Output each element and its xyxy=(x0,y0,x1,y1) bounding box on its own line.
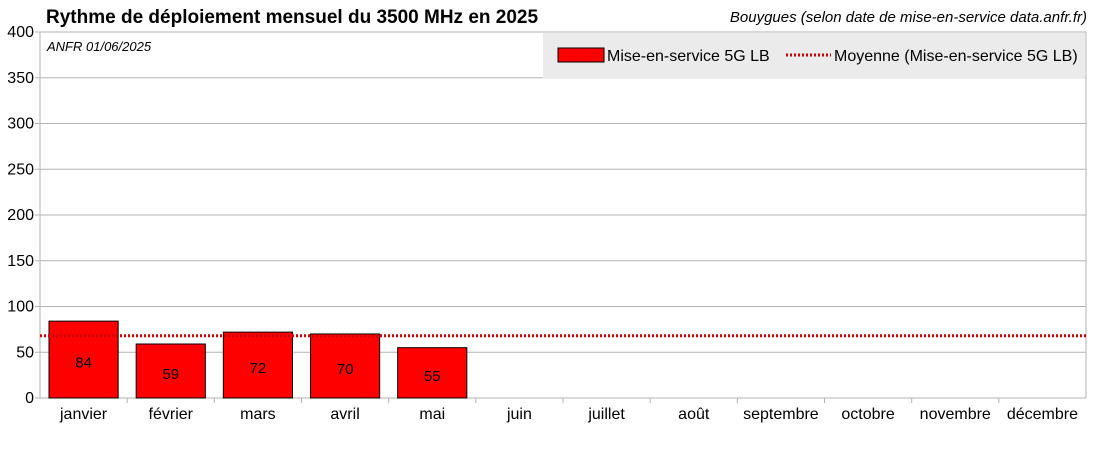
x-tick-label: février xyxy=(149,406,194,423)
y-tick-label: 100 xyxy=(7,299,34,316)
legend-swatch-bars xyxy=(557,47,605,63)
chart-title: Rythme de déploiement mensuel du 3500 MH… xyxy=(46,7,539,28)
bar-avril xyxy=(310,333,381,399)
y-tick-label: 200 xyxy=(7,207,34,224)
x-tick-label: mars xyxy=(240,406,276,423)
bar-value-label: 72 xyxy=(250,360,267,377)
x-tick-label: juillet xyxy=(587,406,625,423)
x-tick-label: avril xyxy=(330,406,359,423)
x-tick-label: mai xyxy=(419,406,445,423)
x-tick-label: janvier xyxy=(59,406,108,423)
legend-label-series: Mise-en-service 5G LB xyxy=(607,48,770,65)
bar-value-label: 70 xyxy=(337,361,354,378)
y-tick-label: 0 xyxy=(25,390,34,407)
x-tick-label: octobre xyxy=(841,406,894,423)
x-tick-label: septembre xyxy=(743,406,819,423)
y-tick-label: 250 xyxy=(7,161,34,178)
y-tick-label: 350 xyxy=(7,70,34,87)
bar-janvier xyxy=(48,320,119,399)
bar-value-label: 59 xyxy=(162,366,179,383)
x-tick-label: août xyxy=(678,406,710,423)
x-tick-label: juin xyxy=(506,406,532,423)
y-tick-label: 150 xyxy=(7,253,34,270)
x-tick-label: décembre xyxy=(1007,406,1078,423)
y-tick-label: 400 xyxy=(7,24,34,41)
y-tick-label: 50 xyxy=(16,344,34,361)
bar-value-label: 55 xyxy=(424,368,441,385)
chart-annotation: ANFR 01/06/2025 xyxy=(46,39,152,54)
bar-value-label: 84 xyxy=(75,355,92,372)
x-tick-label: novembre xyxy=(920,406,991,423)
chart-subtitle: Bouygues (selon date de mise-en-service … xyxy=(729,9,1087,26)
bar-février xyxy=(135,343,206,399)
legend-label-average: Moyenne (Mise-en-service 5G LB) xyxy=(834,48,1078,65)
bar-mars xyxy=(222,331,293,399)
bar-mai xyxy=(397,347,468,399)
y-tick-label: 300 xyxy=(7,116,34,133)
